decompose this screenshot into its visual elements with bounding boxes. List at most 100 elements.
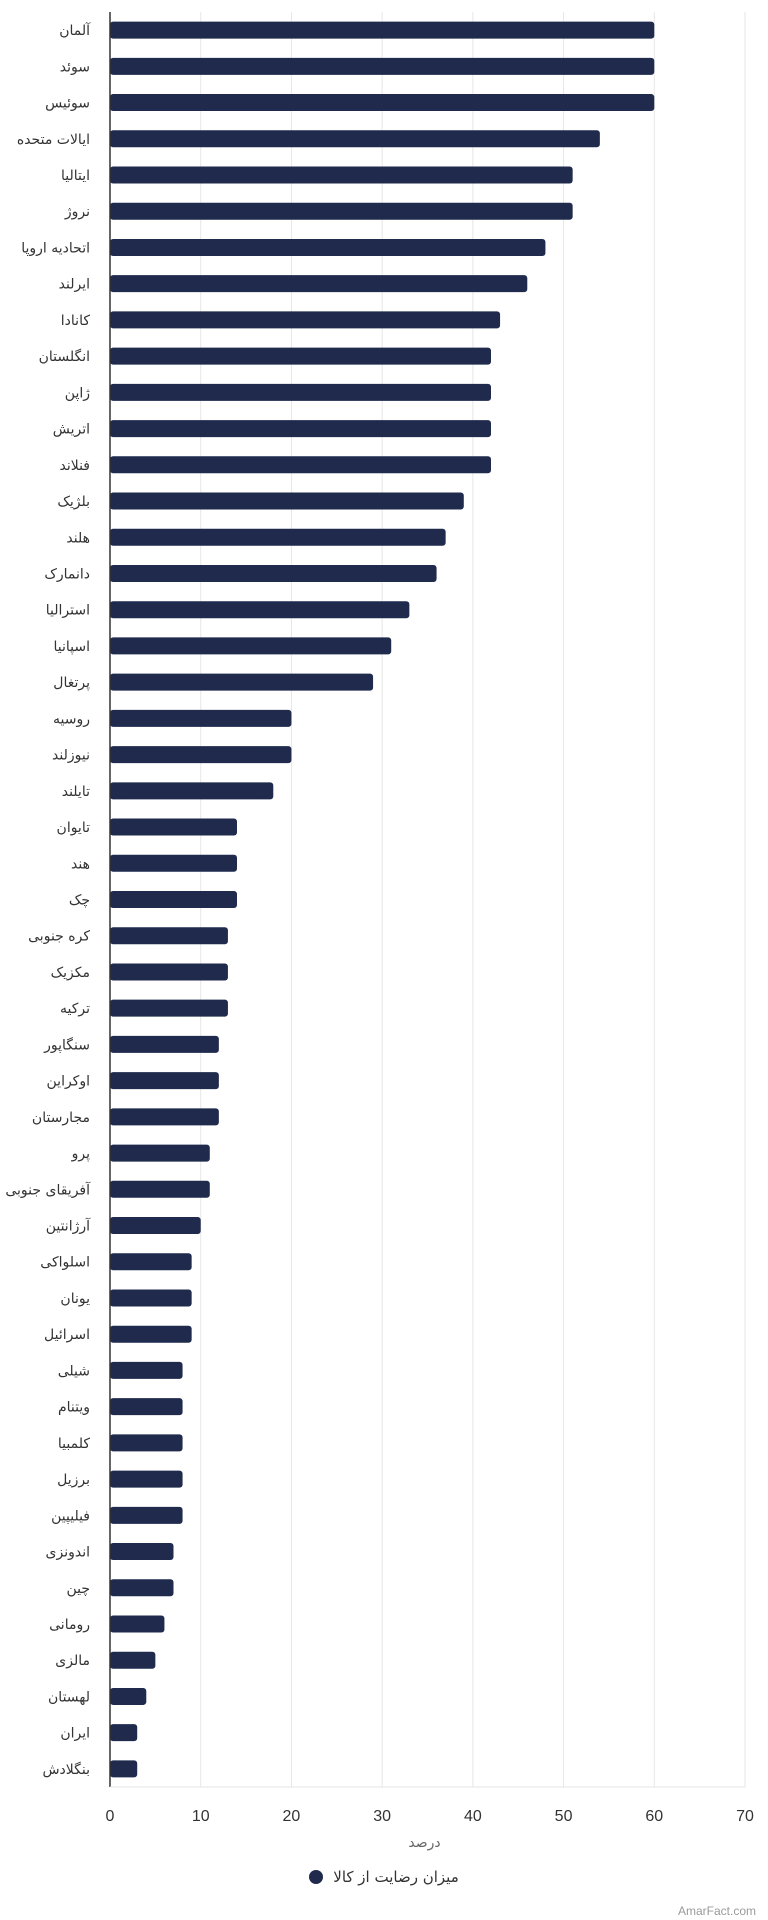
bar[interactable] <box>110 891 237 908</box>
category-label: هلند <box>66 530 90 546</box>
category-label: کره جنوبی <box>28 929 90 945</box>
bar[interactable] <box>110 637 392 655</box>
bar[interactable] <box>110 1289 192 1307</box>
x-tick-label: 30 <box>373 1808 391 1825</box>
bar[interactable] <box>110 1253 192 1271</box>
category-label: بلژیک <box>57 494 90 510</box>
bar[interactable] <box>110 528 446 546</box>
bar[interactable] <box>110 238 546 256</box>
bar[interactable] <box>110 94 655 112</box>
category-label: پرو <box>71 1146 90 1162</box>
category-label: انگلستان <box>39 348 90 365</box>
bar[interactable] <box>110 854 237 872</box>
bar[interactable] <box>110 347 491 365</box>
bar[interactable] <box>110 275 528 293</box>
bar[interactable] <box>110 1651 156 1669</box>
category-label: شیلی <box>58 1363 90 1379</box>
category-label: مکزیک <box>51 965 90 981</box>
legend-dot-icon <box>309 1870 324 1884</box>
category-label: اتحادیه اروپا <box>21 240 90 256</box>
category-label: اسپانیا <box>54 639 91 655</box>
category-label: تایلند <box>62 784 90 800</box>
category-label: هند <box>71 856 90 872</box>
category-label: فیلیپین <box>51 1508 90 1524</box>
category-label: سوئد <box>60 59 90 75</box>
x-tick-label: 0 <box>106 1808 115 1825</box>
category-label: آفریقای جنوبی <box>5 1181 91 1198</box>
category-label: اتریش <box>53 422 90 438</box>
bar[interactable] <box>110 1035 219 1053</box>
category-label: ترکیه <box>60 1001 90 1017</box>
category-label: روسیه <box>53 711 90 727</box>
bar[interactable] <box>110 818 237 836</box>
bar[interactable] <box>110 999 228 1017</box>
bar[interactable] <box>110 166 573 184</box>
category-label: یونان <box>60 1291 90 1307</box>
bar[interactable] <box>110 963 228 981</box>
category-label: برزیل <box>57 1472 90 1488</box>
bar[interactable] <box>110 202 573 220</box>
bar[interactable] <box>110 1506 183 1524</box>
category-label: اندونزی <box>46 1545 90 1561</box>
x-tick-label: 40 <box>464 1808 482 1825</box>
x-axis-title: درصد <box>408 1835 440 1851</box>
bar[interactable] <box>110 492 464 510</box>
category-label: پرتغال <box>53 675 90 691</box>
bar[interactable] <box>110 420 491 438</box>
bar[interactable] <box>110 746 292 764</box>
bar[interactable] <box>110 1398 183 1416</box>
bar[interactable] <box>110 601 410 619</box>
category-label: تایوان <box>57 820 91 836</box>
category-label: اسرائیل <box>44 1327 90 1343</box>
bar[interactable] <box>110 21 655 39</box>
bar[interactable] <box>110 1217 201 1235</box>
bar[interactable] <box>110 311 501 329</box>
bar[interactable] <box>110 57 655 75</box>
bar[interactable] <box>110 1325 192 1343</box>
category-label: بنگلادش <box>42 1761 90 1778</box>
bar[interactable] <box>110 564 437 582</box>
x-tick-label: 20 <box>283 1808 301 1825</box>
bar[interactable] <box>110 1072 219 1090</box>
bar[interactable] <box>110 1724 138 1742</box>
bar[interactable] <box>110 1579 174 1597</box>
bar[interactable] <box>110 1687 147 1705</box>
x-tick-label: 50 <box>555 1808 573 1825</box>
bar[interactable] <box>110 1760 138 1778</box>
category-label: چک <box>69 893 90 909</box>
category-label: کلمبیا <box>58 1436 90 1452</box>
bar[interactable] <box>110 1108 219 1126</box>
bar[interactable] <box>110 709 292 727</box>
bar[interactable] <box>110 1144 210 1162</box>
category-label: استرالیا <box>46 603 90 619</box>
bar[interactable] <box>110 1361 183 1379</box>
bar[interactable] <box>110 927 228 945</box>
category-label: آرژانتین <box>46 1218 91 1235</box>
bar[interactable] <box>110 383 491 401</box>
category-label: ایران <box>60 1726 90 1742</box>
category-label: اوکراین <box>47 1074 90 1090</box>
bar[interactable] <box>110 673 374 691</box>
bar[interactable] <box>110 456 491 474</box>
bar[interactable] <box>110 1434 183 1452</box>
bar[interactable] <box>110 1615 165 1633</box>
category-label: نروژ <box>64 204 90 220</box>
category-label: ایرلند <box>59 277 90 293</box>
bar[interactable] <box>110 782 274 800</box>
legend[interactable]: میزان رضایت از کالا <box>0 1868 768 1886</box>
category-label: فنلاند <box>59 458 90 474</box>
category-label: کانادا <box>61 313 91 329</box>
category-label: دانمارک <box>44 566 90 582</box>
x-tick-label: 70 <box>736 1808 754 1825</box>
category-label: ژاپن <box>65 385 90 401</box>
x-tick-label: 10 <box>192 1808 210 1825</box>
watermark: AmarFact.com <box>677 1904 756 1918</box>
bar[interactable] <box>110 1543 174 1561</box>
bar[interactable] <box>110 130 600 148</box>
bar[interactable] <box>110 1470 183 1488</box>
bar[interactable] <box>110 1180 210 1198</box>
category-label: ویتنام <box>58 1400 90 1416</box>
category-label: سوئیس <box>45 96 90 112</box>
